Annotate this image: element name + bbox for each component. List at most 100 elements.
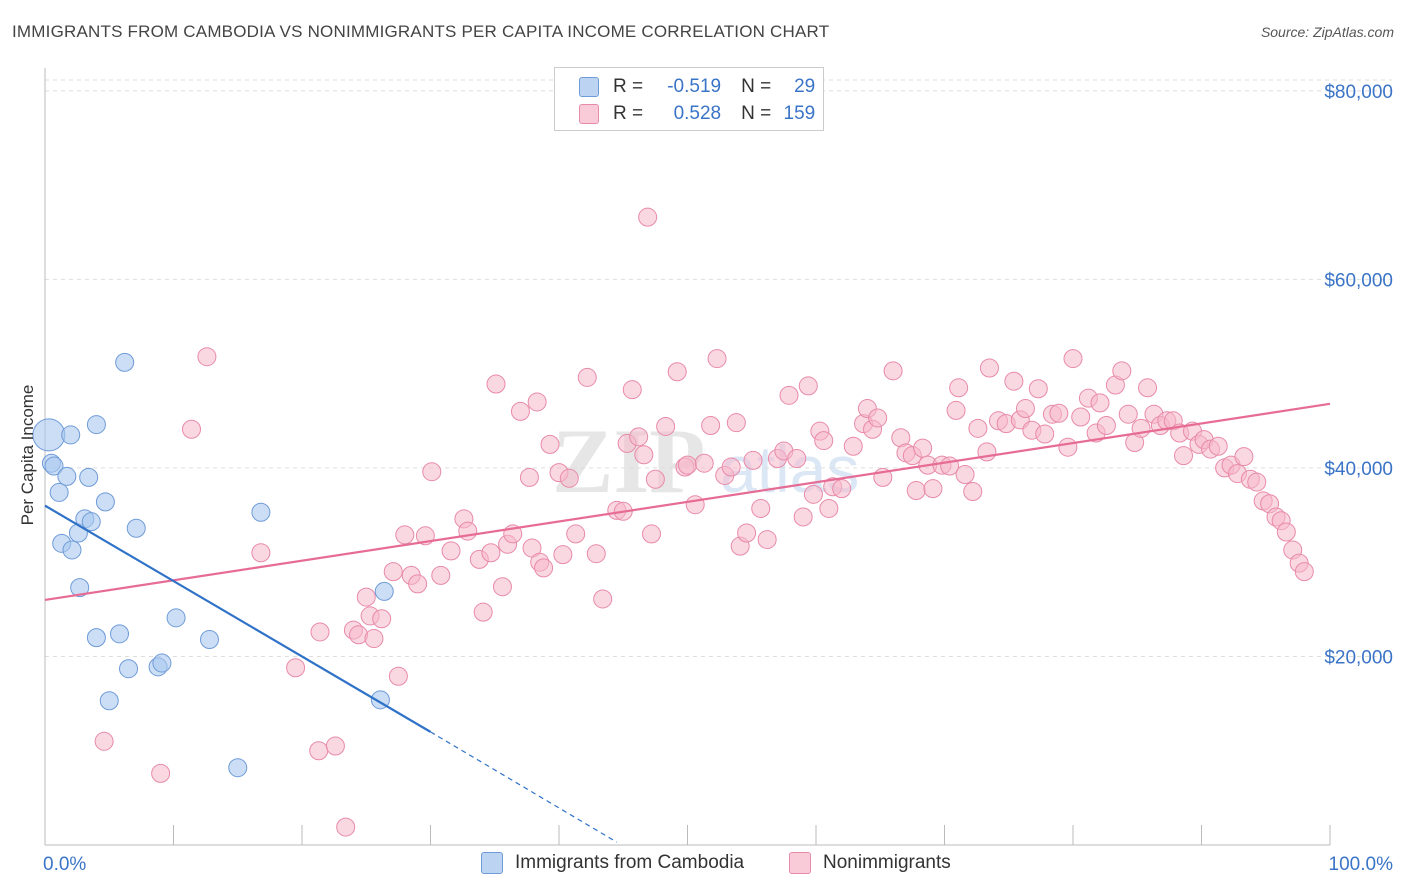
legend-n-label: N = bbox=[741, 103, 772, 124]
point-cambodia bbox=[152, 653, 172, 673]
trendline-nonimmigrants bbox=[44, 402, 1331, 601]
legend-swatch-nonimmigrants bbox=[579, 104, 599, 124]
point-nonimmigrants bbox=[286, 658, 306, 678]
point-nonimmigrants bbox=[923, 479, 943, 499]
point-cambodia bbox=[49, 482, 69, 502]
point-cambodia bbox=[251, 502, 271, 522]
point-nonimmigrants bbox=[726, 413, 746, 433]
point-nonimmigrants bbox=[642, 524, 662, 544]
point-nonimmigrants bbox=[906, 481, 926, 501]
point-nonimmigrants bbox=[408, 574, 428, 594]
point-nonimmigrants bbox=[949, 378, 969, 398]
point-nonimmigrants bbox=[1234, 447, 1254, 467]
point-nonimmigrants bbox=[1112, 361, 1132, 381]
point-nonimmigrants bbox=[383, 562, 403, 582]
legend: R = -0.519 N = 29 R = 0.528 N = 159 bbox=[554, 67, 824, 131]
point-nonimmigrants bbox=[737, 523, 757, 543]
point-cambodia bbox=[70, 578, 90, 598]
point-cambodia bbox=[79, 467, 99, 487]
legend-r-label: R = bbox=[613, 76, 644, 97]
point-cambodia bbox=[99, 691, 119, 711]
source-label: Source: ZipAtlas.com bbox=[1260, 24, 1394, 40]
point-nonimmigrants bbox=[656, 416, 676, 436]
point-nonimmigrants bbox=[868, 408, 888, 428]
point-nonimmigrants bbox=[534, 558, 554, 578]
point-nonimmigrants bbox=[510, 401, 530, 421]
point-nonimmigrants bbox=[678, 455, 697, 475]
point-nonimmigrants bbox=[1058, 437, 1078, 457]
point-cambodia bbox=[86, 415, 106, 435]
point-nonimmigrants bbox=[94, 731, 114, 751]
point-cambodia bbox=[228, 758, 248, 778]
point-nonimmigrants bbox=[441, 541, 461, 561]
point-nonimmigrants bbox=[473, 602, 493, 622]
point-nonimmigrants bbox=[913, 438, 933, 458]
y-tick-label: $40,000 bbox=[1324, 459, 1393, 480]
point-nonimmigrants bbox=[883, 361, 903, 381]
point-cambodia bbox=[61, 425, 81, 445]
point-nonimmigrants bbox=[151, 763, 171, 783]
point-cambodia bbox=[95, 492, 115, 512]
point-nonimmigrants bbox=[325, 736, 345, 756]
point-nonimmigrants bbox=[181, 419, 201, 439]
point-nonimmigrants bbox=[356, 587, 376, 607]
point-nonimmigrants bbox=[1247, 472, 1267, 492]
point-nonimmigrants bbox=[979, 358, 999, 378]
point-nonimmigrants bbox=[819, 498, 839, 518]
point-nonimmigrants bbox=[593, 589, 613, 609]
chart-title: IMMIGRANTS FROM CAMBODIA VS NONIMMIGRANT… bbox=[12, 22, 830, 41]
point-nonimmigrants bbox=[1004, 371, 1024, 391]
point-nonimmigrants bbox=[364, 629, 384, 649]
point-nonimmigrants bbox=[251, 543, 271, 563]
point-nonimmigrants bbox=[645, 469, 665, 489]
point-nonimmigrants bbox=[757, 530, 777, 550]
point-nonimmigrants bbox=[540, 434, 560, 454]
point-nonimmigrants bbox=[685, 495, 705, 515]
bottom-legend-nonimmigrants: Nonimmigrants bbox=[789, 852, 951, 874]
point-nonimmigrants bbox=[395, 525, 415, 545]
point-nonimmigrants bbox=[793, 507, 813, 527]
point-nonimmigrants bbox=[422, 462, 442, 482]
point-nonimmigrants bbox=[310, 622, 330, 642]
point-nonimmigrants bbox=[553, 545, 573, 565]
legend-n-value-nonimmigrants: 159 bbox=[783, 103, 816, 124]
point-cambodia bbox=[166, 608, 186, 628]
point-nonimmigrants bbox=[751, 498, 771, 518]
point-nonimmigrants bbox=[566, 524, 586, 544]
point-nonimmigrants bbox=[629, 427, 649, 447]
legend-row-nonimmigrants: R = 0.528 N = 159 bbox=[579, 102, 815, 126]
point-nonimmigrants bbox=[1208, 436, 1228, 456]
point-nonimmigrants bbox=[787, 449, 807, 468]
legend-r-label: R = bbox=[613, 103, 644, 124]
point-cambodia bbox=[110, 624, 130, 644]
point-nonimmigrants bbox=[701, 416, 721, 436]
point-nonimmigrants bbox=[492, 577, 512, 597]
point-cambodia bbox=[44, 456, 64, 476]
point-nonimmigrants bbox=[707, 349, 727, 369]
point-nonimmigrants bbox=[843, 436, 863, 456]
point-nonimmigrants bbox=[527, 392, 547, 412]
point-nonimmigrants bbox=[481, 543, 501, 563]
point-nonimmigrants bbox=[388, 666, 408, 686]
legend-row-cambodia: R = -0.519 N = 29 bbox=[579, 75, 815, 99]
trendline-cambodia bbox=[44, 504, 432, 733]
point-nonimmigrants bbox=[1071, 407, 1091, 427]
trendline-cambodia-extension bbox=[430, 731, 618, 843]
point-nonimmigrants bbox=[577, 367, 597, 387]
point-nonimmigrants bbox=[638, 207, 658, 227]
x-tick-label-max: 100.0% bbox=[1329, 854, 1394, 875]
point-nonimmigrants bbox=[1028, 379, 1048, 399]
point-nonimmigrants bbox=[832, 479, 852, 499]
bottom-legend-cambodia: Immigrants from Cambodia bbox=[481, 852, 744, 874]
point-nonimmigrants bbox=[1276, 522, 1296, 542]
point-nonimmigrants bbox=[197, 347, 217, 367]
point-nonimmigrants bbox=[1096, 416, 1116, 436]
bottom-legend-swatch-nonimmigrants bbox=[789, 852, 811, 874]
point-nonimmigrants bbox=[667, 362, 687, 382]
point-nonimmigrants bbox=[309, 741, 329, 761]
point-nonimmigrants bbox=[779, 385, 799, 405]
y-tick-label: $80,000 bbox=[1324, 82, 1393, 103]
y-axis-label: Per Capita Income bbox=[18, 384, 37, 526]
bottom-legend-label-nonimmigrants: Nonimmigrants bbox=[823, 852, 951, 873]
